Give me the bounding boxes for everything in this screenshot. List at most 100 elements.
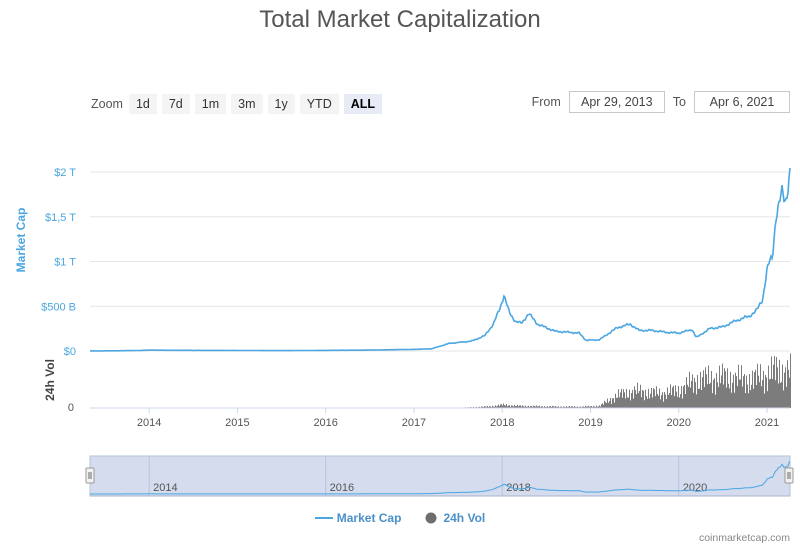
volume-bar [756,385,757,408]
volume-bar [647,398,648,408]
volume-bar [679,397,680,408]
zoom-all-button[interactable]: ALL [343,94,383,114]
volume-axis-label: 24h Vol [43,359,57,401]
line-swatch-icon [314,517,333,519]
volume-bar [755,369,756,408]
x-axis-ticks: 2014 2015 2016 2017 2018 2019 2020 2021 [137,408,779,429]
volume-bar [751,384,752,408]
volume-bar [655,396,656,408]
legend-item-market-cap[interactable]: Market Cap [314,511,401,525]
volume-bar [766,377,767,408]
market-cap-line[interactable] [90,167,791,352]
volume-bar [687,384,688,408]
navigator-left-handle[interactable] [85,467,95,484]
volume-bar [676,391,677,408]
x-tick-label: 2020 [667,417,691,429]
zoom-3m-button[interactable]: 3m [231,94,263,114]
volume-bar [535,406,536,408]
x-tick-label: 2016 [313,417,337,429]
volume-bar [642,389,643,408]
volume-bar [538,406,539,408]
navigator-selection[interactable] [89,455,791,497]
volume-bar [720,383,721,408]
volume-bar [661,395,662,408]
volume-bar [764,393,765,408]
zoom-7d-button[interactable]: 7d [161,94,190,114]
volume-bar [717,382,718,408]
volume-bar [783,390,784,408]
volume-bar [663,401,664,408]
volume-bar [659,388,660,408]
volume-bar [500,404,501,408]
volume-bar [502,405,503,408]
volume-bar [759,382,760,408]
volume-bar [577,406,578,408]
y-tick-label: $2 T [54,167,76,179]
volume-bar [727,368,728,408]
volume-bar [641,397,642,408]
y-axis-label: Market Cap [14,208,28,273]
volume-bar [693,392,694,408]
zoom-1y-button[interactable]: 1y [267,94,295,114]
y-axis-ticks: $0 $500 B $1 T $1,5 T $2 T [41,167,76,358]
volume-bar [591,406,592,408]
zoom-1d-button[interactable]: 1d [128,94,157,114]
volume-bar [697,374,698,408]
volume-bar [749,374,750,408]
volume-bar [534,406,535,408]
volume-bar [494,406,495,408]
volume-bar [567,406,568,408]
volume-bar [552,405,553,408]
volume-series [381,353,791,408]
volume-bar [583,406,584,408]
zoom-ytd-button[interactable]: YTD [299,94,339,114]
volume-bar [499,406,500,408]
volume-bar [539,405,540,408]
from-date-input[interactable] [568,91,665,113]
volume-bar [628,397,629,408]
volume-bar [620,392,621,408]
credit-link[interactable]: coinmarketcap.com [698,532,790,544]
x-tick-label: 2014 [137,417,161,429]
volume-bar [754,372,755,408]
volume-bar [598,406,599,408]
volume-bar [638,392,639,408]
volume-bar [566,406,567,408]
volume-bar [706,374,707,408]
volume-bar [787,360,788,408]
volume-bar [550,406,551,408]
date-range-selector: From To [524,91,790,113]
volume-bar [732,382,733,408]
volume-bar [531,406,532,408]
legend-item-volume[interactable]: 24h Vol [425,511,485,525]
volume-bar [574,406,575,408]
volume-bar [779,359,780,408]
volume-bar [653,388,654,408]
volume-bar [481,406,482,408]
volume-bar [594,406,595,408]
zoom-1m-button[interactable]: 1m [194,94,227,114]
volume-bar [677,396,678,408]
volume-bar [498,404,499,408]
volume-bar [788,369,789,408]
volume-bar [715,394,716,408]
zoom-controls: Zoom 1d 7d 1m 3m 1y YTD ALL [91,93,387,115]
volume-bar [597,406,598,408]
volume-bar [665,394,666,408]
volume-bar [681,386,682,408]
volume-bar [524,406,525,408]
volume-bar [738,364,739,408]
volume-bar [558,406,559,408]
volume-bar [762,380,763,408]
to-date-input[interactable] [694,91,790,113]
volume-bar [610,398,611,408]
navigator-right-handle[interactable] [784,467,794,484]
volume-bar [652,397,653,408]
volume-bar [588,405,589,408]
volume-bar [476,406,477,408]
volume-bar [563,406,564,408]
volume-bar [635,390,636,408]
volume-bar [747,384,748,408]
volume-bar [671,395,672,408]
volume-bar [533,405,534,408]
